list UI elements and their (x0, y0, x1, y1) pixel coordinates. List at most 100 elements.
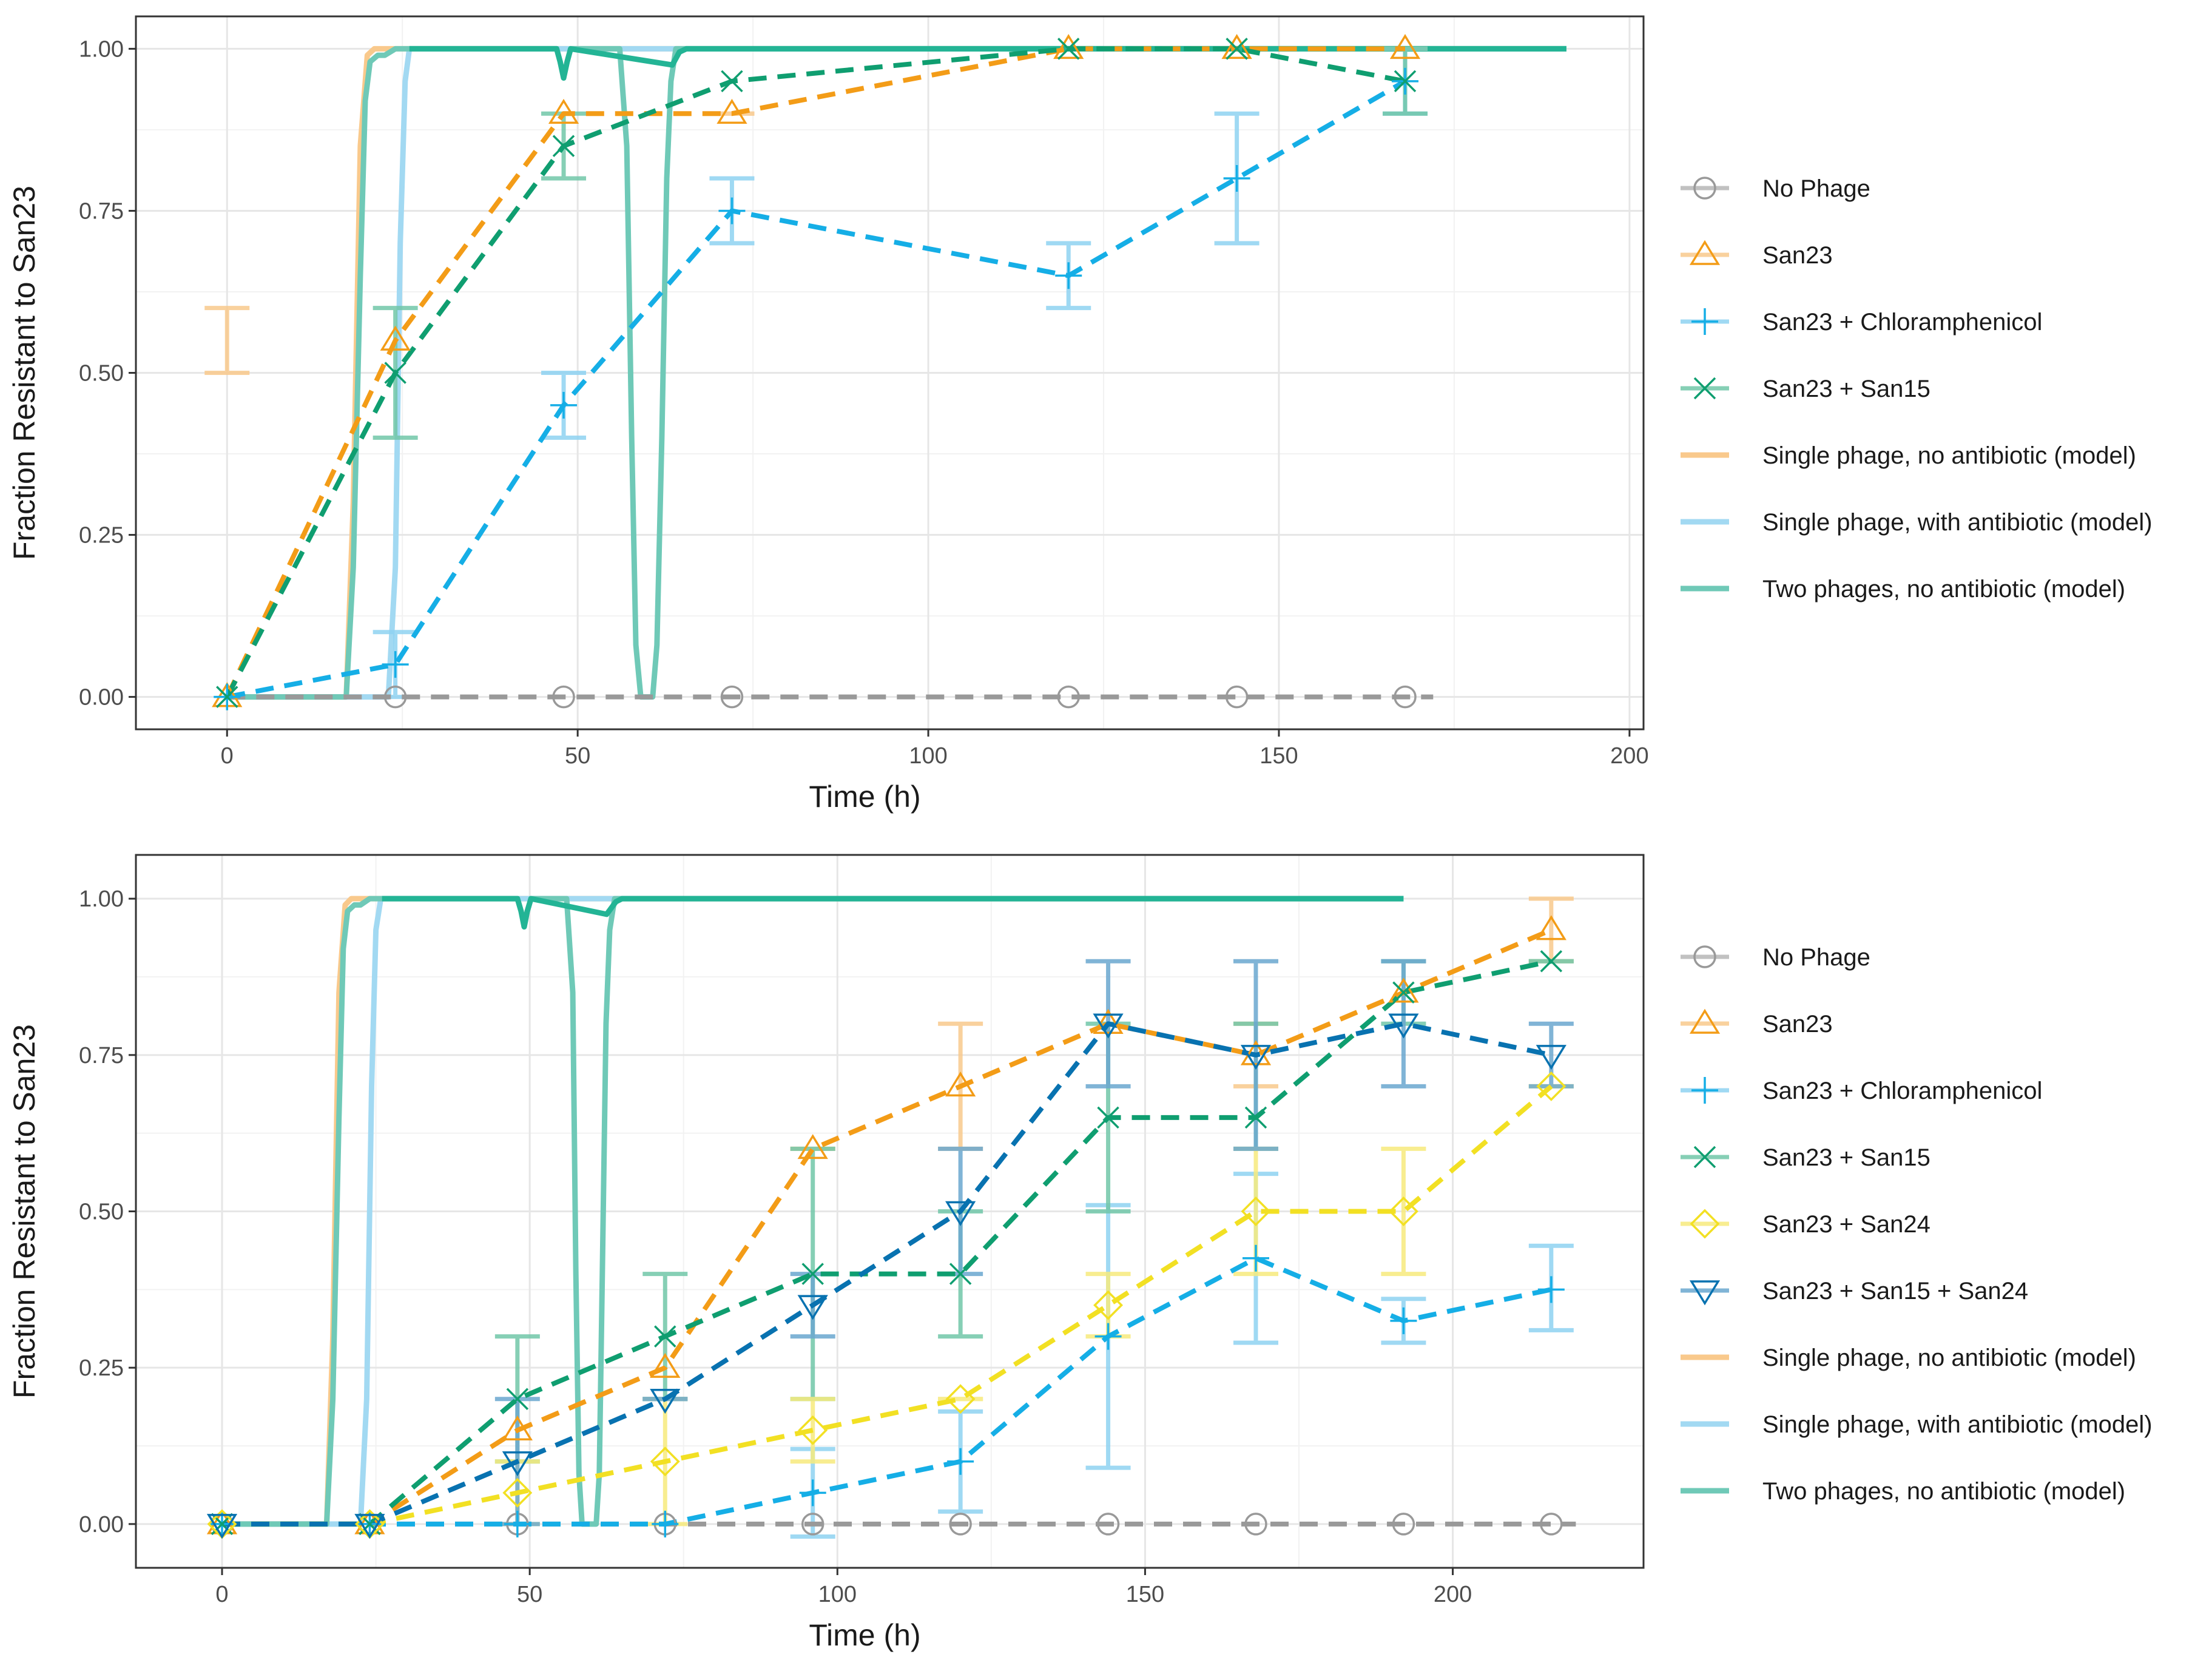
y-tick-label: 0.50 (79, 1200, 124, 1225)
x-tick-label: 150 (1126, 1582, 1164, 1607)
data-point-san15 (216, 686, 238, 708)
model-line-model_top (382, 896, 1404, 930)
legend-key-marker (1693, 1146, 1716, 1169)
data-point-triple (502, 1451, 533, 1477)
legend: No Phage San23 San23 + Chloramphenicol San2… (1681, 175, 2153, 602)
data-point-san15 (1057, 38, 1080, 60)
series-line-san23 (222, 928, 1553, 1527)
data-point-nophage (949, 1513, 972, 1536)
data-point-san24 (1536, 1071, 1566, 1101)
data-point-san23 (1240, 1040, 1272, 1065)
legend-item-san24: San23 + San24 (1681, 1209, 1930, 1239)
legend-key-marker (1693, 377, 1716, 400)
legend-label: Single phage, with antibiotic (model) (1762, 509, 2153, 536)
x-tick-label: 50 (565, 743, 590, 769)
data-point-nophage (1392, 1513, 1415, 1536)
legend-label: San23 + San15 (1762, 1144, 1930, 1171)
data-point-chlor (1223, 165, 1250, 192)
legend-label: San23 (1762, 242, 1833, 269)
data-point-chlor (550, 391, 578, 419)
data-point-triple (650, 1388, 681, 1414)
y-tick-label: 0.75 (79, 1043, 124, 1068)
legend: No Phage San23 San23 + Chloramphenicol San2… (1681, 944, 2153, 1505)
data-point-chlor (1537, 1276, 1565, 1303)
data-point-san23 (650, 1352, 681, 1378)
legend-item-san23: San23 (1681, 240, 1833, 269)
data-point-nophage (552, 685, 575, 709)
data-point-chlor (799, 1479, 826, 1507)
data-point-san24 (650, 1446, 680, 1477)
data-point-san24 (1388, 1196, 1418, 1226)
data-point-san23 (1536, 915, 1566, 940)
legend-item-nophage: No Phage (1681, 944, 1870, 971)
data-point-san23 (1093, 1008, 1124, 1034)
x-tick-label: 150 (1259, 743, 1298, 769)
data-point-san15 (721, 70, 743, 93)
legend-item-chlor: San23 + Chloramphenicol (1681, 308, 2042, 336)
data-point-triple (1536, 1045, 1566, 1070)
plot-content (206, 896, 1576, 1539)
data-point-chlor (947, 1448, 974, 1475)
x-tick-label: 200 (1434, 1582, 1472, 1607)
x-tick-label: 0 (215, 1582, 228, 1607)
legend-label: Single phage, with antibiotic (model) (1762, 1411, 2153, 1438)
legend-item-model3: Two phages, no antibiotic (model) (1681, 576, 2125, 602)
x-axis-title: Time (h) (809, 1618, 920, 1652)
series-points-nophage (383, 685, 1417, 709)
data-point-triple (1388, 1013, 1419, 1039)
data-point-san15 (552, 135, 575, 157)
series-points-san15 (216, 38, 1417, 708)
x-tick-label: 50 (517, 1582, 542, 1607)
series-line-chlor (222, 1255, 1552, 1527)
legend-label: San23 + San15 + San24 (1762, 1278, 2028, 1304)
series-points-san23 (206, 915, 1566, 1534)
data-point-chlor (1055, 262, 1082, 289)
legend-item-model1: Single phage, no antibiotic (model) (1681, 1345, 2136, 1371)
error-bar-triple (1381, 959, 1426, 1088)
y-tick-label: 1.00 (79, 36, 124, 62)
legend-key-marker (1691, 1077, 1718, 1104)
legend-label: San23 + San24 (1762, 1211, 1930, 1238)
data-point-triple (797, 1295, 828, 1320)
legend-item-chlor: San23 + Chloramphenicol (1681, 1077, 2042, 1104)
legend-label: Two phages, no antibiotic (model) (1762, 1478, 2125, 1505)
data-point-chlor (718, 197, 746, 224)
legend-label: San23 + Chloramphenicol (1762, 309, 2042, 336)
data-point-san15 (1226, 38, 1248, 60)
legend-item-model2: Single phage, with antibiotic (model) (1681, 1411, 2153, 1438)
legend-key-marker (1689, 240, 1721, 265)
legend-key-marker (1691, 308, 1718, 335)
legend-key-marker (1693, 177, 1716, 200)
data-point-triple (354, 1514, 385, 1539)
data-point-san15 (1392, 981, 1415, 1004)
x-tick-label: 100 (818, 1582, 857, 1607)
data-point-nophage (1244, 1513, 1267, 1536)
data-point-san15 (1540, 950, 1563, 973)
data-point-nophage (383, 685, 407, 709)
data-point-triple (206, 1514, 238, 1539)
data-point-san15 (384, 362, 406, 384)
data-point-triple (1093, 1013, 1124, 1039)
data-point-san24 (945, 1384, 976, 1414)
series-line-triple (222, 1021, 1552, 1527)
legend-label: No Phage (1762, 175, 1870, 202)
x-tick-label: 0 (221, 743, 234, 769)
legend-item-san15: San23 + San15 (1681, 376, 1930, 402)
legend-item-model3: Two phages, no antibiotic (model) (1681, 1478, 2125, 1505)
data-point-san23 (717, 98, 747, 124)
legend-label: No Phage (1762, 944, 1870, 971)
data-point-san23 (1388, 977, 1419, 1003)
data-point-san23 (1221, 34, 1252, 59)
x-tick-label: 200 (1610, 743, 1648, 769)
data-point-triple (945, 1201, 976, 1226)
data-point-san23 (548, 98, 579, 124)
legend-key-marker (1689, 1280, 1721, 1306)
data-point-san15 (506, 1388, 529, 1410)
y-tick-label: 0.50 (79, 361, 124, 386)
series-line-san15 (222, 959, 1552, 1527)
data-point-chlor (1094, 1323, 1122, 1350)
data-point-san23 (1053, 34, 1084, 59)
series-line-san24 (222, 1084, 1553, 1527)
legend-key-marker (1693, 945, 1716, 968)
